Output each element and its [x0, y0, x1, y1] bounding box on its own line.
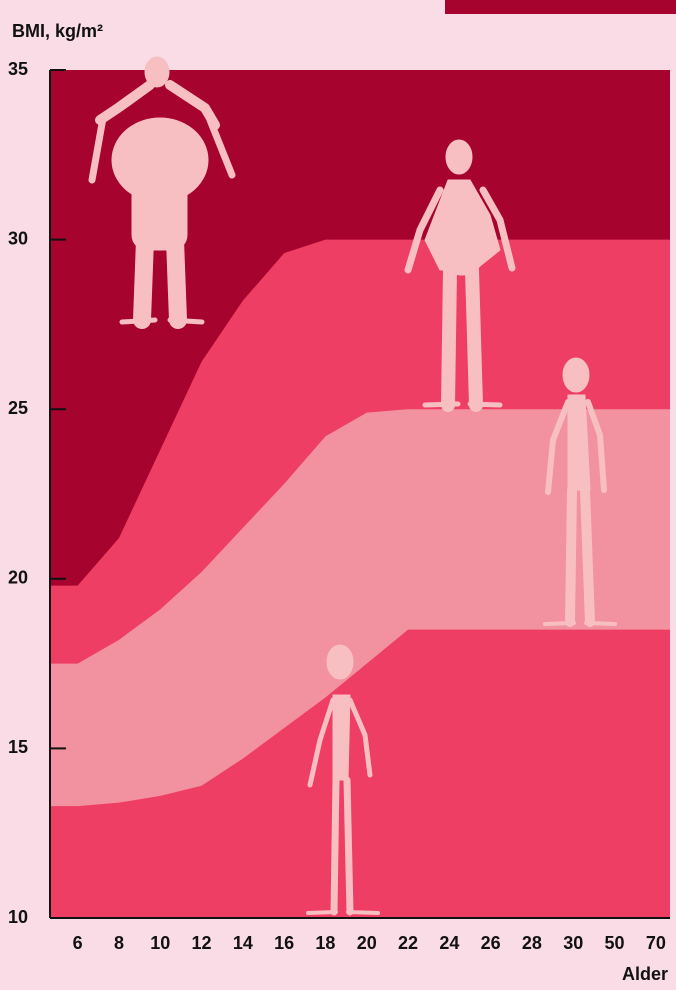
- y-axis-label: BMI, kg/m²: [12, 21, 103, 41]
- x-axis-label: Alder: [622, 964, 668, 984]
- x-tick-label: 10: [150, 933, 170, 953]
- y-tick-label: 15: [8, 737, 28, 757]
- x-tick-label: 28: [522, 933, 542, 953]
- x-tick-label: 20: [357, 933, 377, 953]
- x-tick-label: 18: [315, 933, 335, 953]
- y-tick-label: 25: [8, 398, 28, 418]
- x-tick-label: 30: [563, 933, 583, 953]
- chart: BMI, kg/m² Alder 10 15 20 25 30 35 6 8 10 12 14 16 1…: [0, 0, 676, 990]
- top-bar: [445, 0, 676, 14]
- x-tick-label: 8: [114, 933, 124, 953]
- x-tick-label: 12: [192, 933, 212, 953]
- y-tick-label: 10: [8, 907, 28, 927]
- x-tick-label: 22: [398, 933, 418, 953]
- y-tick-label: 20: [8, 568, 28, 588]
- x-tick-label: 24: [439, 933, 459, 953]
- y-tick-label: 35: [8, 59, 28, 79]
- x-tick-label: 70: [646, 933, 666, 953]
- y-tick-label: 30: [8, 228, 28, 248]
- x-tick-label: 16: [274, 933, 294, 953]
- x-tick-label: 26: [481, 933, 501, 953]
- x-tick-label: 6: [73, 933, 83, 953]
- x-tick-label: 50: [605, 933, 625, 953]
- x-tick-label: 14: [233, 933, 253, 953]
